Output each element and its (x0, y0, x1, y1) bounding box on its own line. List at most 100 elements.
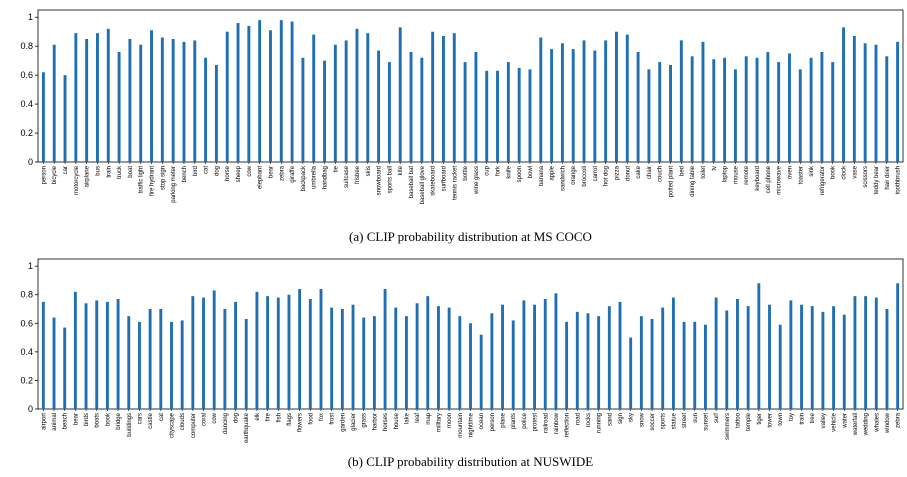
bar (842, 314, 846, 409)
category-label: house (394, 412, 400, 429)
category-label: toilet (701, 166, 707, 179)
category-label: apple (550, 165, 556, 180)
category-label: vase (852, 165, 858, 178)
figure-caption: (b) CLIP probability distribution at NUS… (348, 454, 593, 469)
bar (517, 67, 521, 162)
bar (319, 289, 323, 409)
bar (409, 51, 413, 163)
bar (372, 316, 376, 409)
bar (105, 301, 109, 409)
category-label: orange (571, 165, 577, 184)
category-label: earthquake (244, 412, 250, 443)
chart-panel-coco: 0 0.2 0.4 0.6 0.8 1 person bicycle car motorcycle… (20, 9, 904, 244)
category-label: bear (73, 413, 79, 425)
category-label: military (436, 413, 442, 432)
y-tick-label: 0.2 (20, 128, 33, 138)
y-tick-label: 1 (28, 12, 33, 22)
bar (95, 300, 99, 409)
bar (234, 301, 237, 409)
bar (63, 327, 67, 409)
bar (798, 69, 802, 162)
category-label: sink (809, 165, 815, 177)
category-label: teddy bear (874, 166, 880, 194)
category-label: keyboard (755, 166, 761, 191)
category-label: book (831, 165, 837, 179)
bar (269, 30, 272, 162)
category-label: kite (398, 165, 404, 175)
category-label: bus (95, 166, 101, 176)
category-label: ocean (479, 413, 485, 429)
category-label: clouds (180, 413, 186, 430)
category-label: potted plant (669, 166, 675, 198)
category-label: cat (159, 413, 165, 421)
bar (712, 59, 716, 162)
bar (258, 20, 262, 162)
category-label: mountain (458, 413, 464, 438)
category-label: plane (501, 412, 507, 427)
bar (809, 57, 813, 162)
bar (832, 306, 836, 409)
bar (669, 65, 672, 162)
bar (148, 309, 152, 409)
bar (658, 62, 662, 162)
bar (138, 321, 141, 409)
bar (629, 337, 633, 409)
category-label: fish (276, 413, 282, 422)
category-label: donut (625, 166, 631, 181)
category-label: cow (247, 165, 253, 176)
bar (298, 289, 302, 409)
bar (565, 321, 569, 409)
bar (244, 319, 248, 409)
bar (41, 301, 45, 409)
category-label: tie (333, 165, 339, 172)
category-label: baseball bat (409, 166, 415, 199)
bar (276, 297, 280, 409)
category-label: beach (63, 413, 69, 429)
category-label: frisbee (355, 165, 361, 184)
category-label: car (63, 166, 69, 174)
bar (447, 307, 451, 409)
bar (116, 299, 120, 409)
category-label: laptop (723, 165, 729, 182)
category-label: wedding (864, 413, 870, 436)
category-label: flags (287, 413, 293, 426)
bar (777, 62, 781, 162)
category-label: swimmers (725, 413, 731, 440)
category-label: nighttime (469, 412, 475, 437)
bar (160, 37, 164, 162)
category-label: toothbrush (896, 166, 902, 194)
bar (404, 316, 408, 409)
category-label: toy (789, 413, 795, 421)
bar (333, 44, 337, 162)
bar (191, 296, 195, 409)
bar (560, 43, 564, 162)
category-label: wine glass (474, 166, 480, 195)
bar (647, 69, 651, 162)
bar (618, 301, 622, 409)
category-label: banana (539, 165, 545, 186)
bar (139, 44, 143, 162)
category-label: bird (193, 166, 199, 176)
category-label: tennis racket (452, 166, 458, 200)
bar (193, 40, 197, 162)
bar (128, 38, 132, 163)
bar (885, 309, 889, 409)
category-label: couch (658, 166, 664, 182)
category-label: coral (202, 413, 208, 426)
bar (593, 50, 597, 162)
bar (340, 309, 344, 409)
category-label: remote (744, 165, 750, 184)
category-label: boat (128, 166, 134, 178)
category-label: fire hydrant (150, 166, 156, 196)
category-label: skis (366, 166, 372, 176)
category-label: bench (182, 166, 188, 182)
bar (485, 70, 489, 162)
category-label: reflection (565, 413, 571, 437)
category-label: lake (404, 412, 410, 424)
category-label: sign (618, 413, 624, 424)
bar (52, 317, 56, 409)
category-label: castle (148, 412, 154, 428)
bar (597, 316, 601, 409)
category-label: airport (41, 413, 47, 430)
bar (853, 296, 857, 409)
